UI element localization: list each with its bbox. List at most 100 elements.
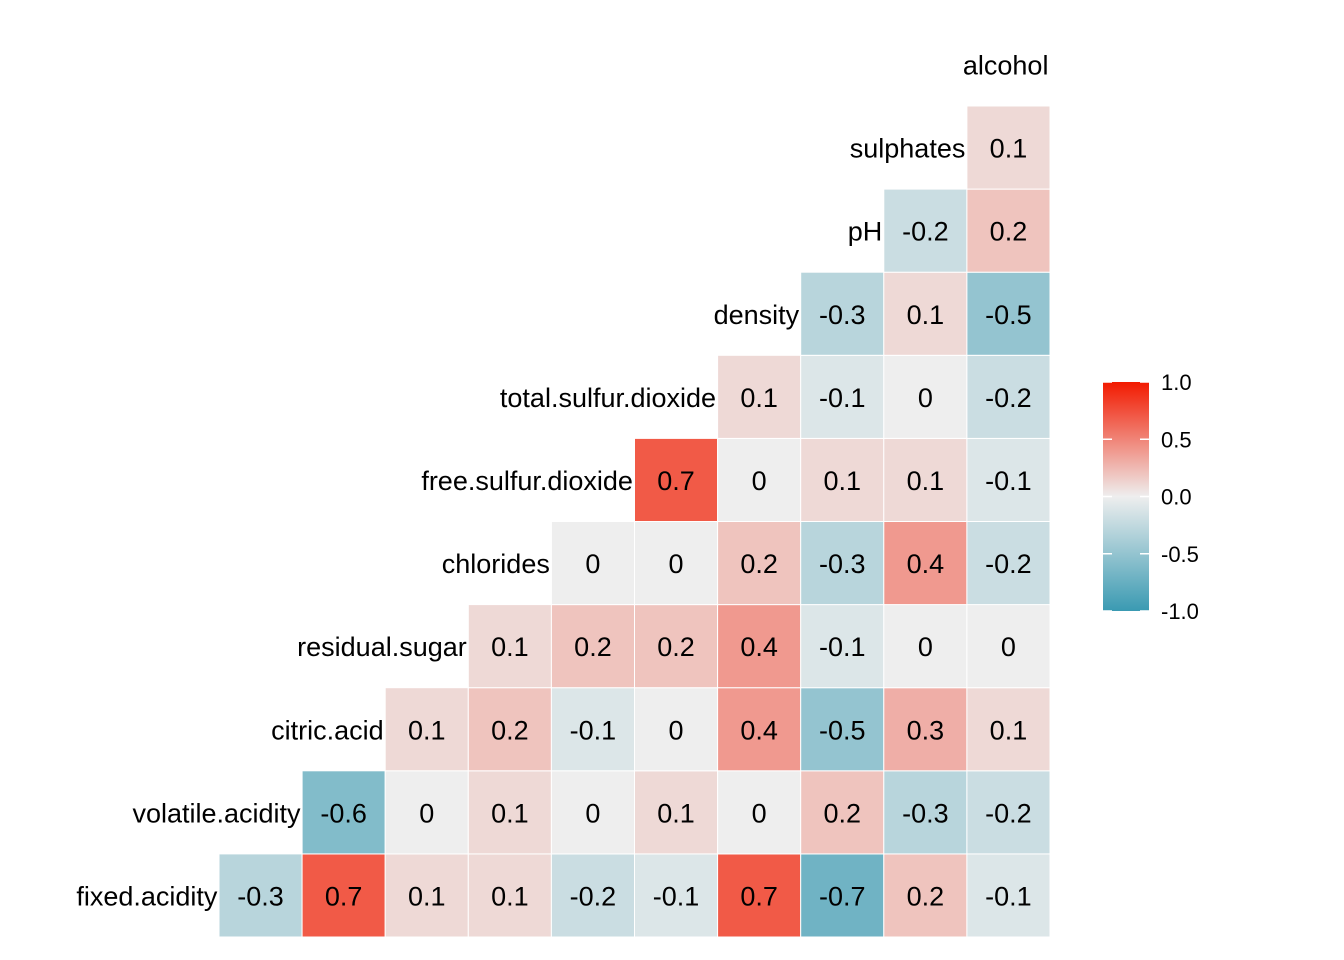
variable-label: citric.acid bbox=[271, 715, 384, 745]
cell-value-label: 0.1 bbox=[491, 632, 529, 662]
cell-value-label: -0.3 bbox=[237, 881, 284, 911]
cell-value-label: 0.1 bbox=[990, 715, 1028, 745]
cell-value-label: 0.7 bbox=[325, 881, 363, 911]
cell-value-label: -0.3 bbox=[819, 300, 866, 330]
cell-value-label: 0 bbox=[585, 549, 600, 579]
cell-value-label: -0.2 bbox=[985, 549, 1032, 579]
cell-value-label: -0.2 bbox=[985, 798, 1032, 828]
cell-value-label: 0.1 bbox=[907, 466, 945, 496]
heatmap-cell bbox=[218, 853, 303, 938]
cell-value-label: 0.4 bbox=[740, 632, 778, 662]
variable-label: sulphates bbox=[850, 134, 966, 164]
cell-value-label: -0.5 bbox=[819, 715, 866, 745]
heatmap-cell bbox=[634, 521, 719, 606]
cell-value-label: 0 bbox=[752, 466, 767, 496]
cell-value-label: 0.2 bbox=[990, 217, 1028, 247]
heatmap-cell bbox=[467, 770, 552, 855]
cell-value-label: 0.1 bbox=[907, 300, 945, 330]
cell-value-label: 0 bbox=[669, 549, 684, 579]
cell-value-label: 0.2 bbox=[907, 881, 945, 911]
heatmap-cell bbox=[550, 521, 636, 606]
variable-label: pH bbox=[848, 217, 883, 247]
cell-value-label: 0.2 bbox=[740, 549, 778, 579]
heatmap-cell bbox=[966, 437, 1051, 522]
heatmap-cell bbox=[634, 437, 719, 522]
heatmap-cell bbox=[717, 354, 802, 439]
heatmap-cell bbox=[717, 521, 802, 606]
heatmap-cell bbox=[301, 853, 386, 938]
cell-value-label: 0.1 bbox=[408, 881, 446, 911]
heatmap-cell bbox=[717, 770, 802, 855]
cell-value-label: -0.3 bbox=[902, 798, 949, 828]
cell-value-label: 0 bbox=[585, 798, 600, 828]
cell-value-label: -0.7 bbox=[819, 881, 866, 911]
heatmap-cells bbox=[218, 105, 1051, 938]
cell-value-label: 0.1 bbox=[491, 881, 529, 911]
variable-label: chlorides bbox=[442, 549, 550, 579]
cell-value-label: 0 bbox=[419, 798, 434, 828]
cell-value-label: 0.1 bbox=[823, 466, 861, 496]
cell-value-label: 0.1 bbox=[740, 383, 778, 413]
cell-value-label: 0 bbox=[918, 632, 933, 662]
heatmap-cell bbox=[634, 687, 719, 772]
cell-value-label: 0.7 bbox=[740, 881, 778, 911]
cell-value-label: 0.4 bbox=[907, 549, 945, 579]
legend-tick-label: -0.5 bbox=[1161, 542, 1199, 567]
variable-label: fixed.acidity bbox=[76, 881, 218, 911]
cell-value-label: 0.2 bbox=[574, 632, 612, 662]
heatmap-cell-values: -0.3 0.7 0.1 0.1 -0.2 -0.1 0.7 -0.7 0.2 -0.1 -0.6 0… bbox=[237, 134, 1031, 912]
cell-value-label: 0.1 bbox=[657, 798, 695, 828]
variable-label: volatile.acidity bbox=[132, 798, 301, 828]
heatmap-cell bbox=[800, 271, 885, 356]
heatmap-cell bbox=[384, 687, 469, 772]
heatmap-cell bbox=[800, 770, 885, 855]
legend-tick-label: 0.5 bbox=[1161, 427, 1192, 452]
heatmap-cell bbox=[966, 188, 1051, 273]
cell-value-label: -0.2 bbox=[902, 217, 949, 247]
variable-label: free.sulfur.dioxide bbox=[421, 466, 633, 496]
heatmap-cell bbox=[966, 105, 1051, 190]
cell-value-label: 0.2 bbox=[491, 715, 529, 745]
cell-value-label: -0.1 bbox=[653, 881, 700, 911]
heatmap-cell bbox=[966, 770, 1051, 855]
cell-value-label: 0.4 bbox=[740, 715, 778, 745]
heatmap-cell bbox=[717, 437, 802, 522]
cell-value-label: -0.1 bbox=[985, 466, 1032, 496]
cell-value-label: 0.1 bbox=[491, 798, 529, 828]
legend-tick-label: -1.0 bbox=[1161, 599, 1199, 624]
cell-value-label: -0.1 bbox=[985, 881, 1032, 911]
heatmap-cell bbox=[883, 188, 968, 273]
variable-labels: fixed.acidity volatile.acidity citric.acid… bbox=[76, 50, 1048, 911]
heatmap-cell bbox=[467, 687, 552, 772]
heatmap-cell bbox=[966, 521, 1051, 606]
cell-value-label: 0 bbox=[752, 798, 767, 828]
heatmap-cell bbox=[966, 354, 1051, 439]
legend-tick-label: 1.0 bbox=[1161, 370, 1192, 395]
cell-value-label: 0.2 bbox=[823, 798, 861, 828]
heatmap-cell bbox=[966, 604, 1051, 689]
heatmap-cell bbox=[800, 521, 885, 606]
cell-value-label: -0.2 bbox=[985, 383, 1032, 413]
cell-value-label: 0.1 bbox=[408, 715, 446, 745]
heatmap-cell bbox=[550, 853, 636, 938]
cell-value-label: -0.1 bbox=[819, 383, 866, 413]
heatmap-cell bbox=[384, 770, 469, 855]
heatmap-cell bbox=[966, 271, 1051, 356]
color-legend: 1.0 0.5 0.0 -0.5 -1.0 bbox=[1103, 370, 1199, 624]
variable-label: residual.sugar bbox=[297, 632, 467, 662]
cell-value-label: -0.1 bbox=[819, 632, 866, 662]
heatmap-cell bbox=[800, 853, 885, 938]
cell-value-label: -0.3 bbox=[819, 549, 866, 579]
heatmap-cell bbox=[467, 853, 552, 938]
variable-label: total.sulfur.dioxide bbox=[500, 383, 716, 413]
cell-value-label: 0 bbox=[918, 383, 933, 413]
heatmap-cell bbox=[467, 604, 552, 689]
heatmap-cell bbox=[883, 770, 968, 855]
cell-value-label: 0 bbox=[1001, 632, 1016, 662]
cell-value-label: -0.5 bbox=[985, 300, 1032, 330]
heatmap-cell bbox=[966, 853, 1051, 938]
cell-value-label: -0.1 bbox=[570, 715, 617, 745]
cell-value-label: 0.3 bbox=[907, 715, 945, 745]
cell-value-label: -0.2 bbox=[570, 881, 617, 911]
cell-value-label: 0.1 bbox=[990, 134, 1028, 164]
